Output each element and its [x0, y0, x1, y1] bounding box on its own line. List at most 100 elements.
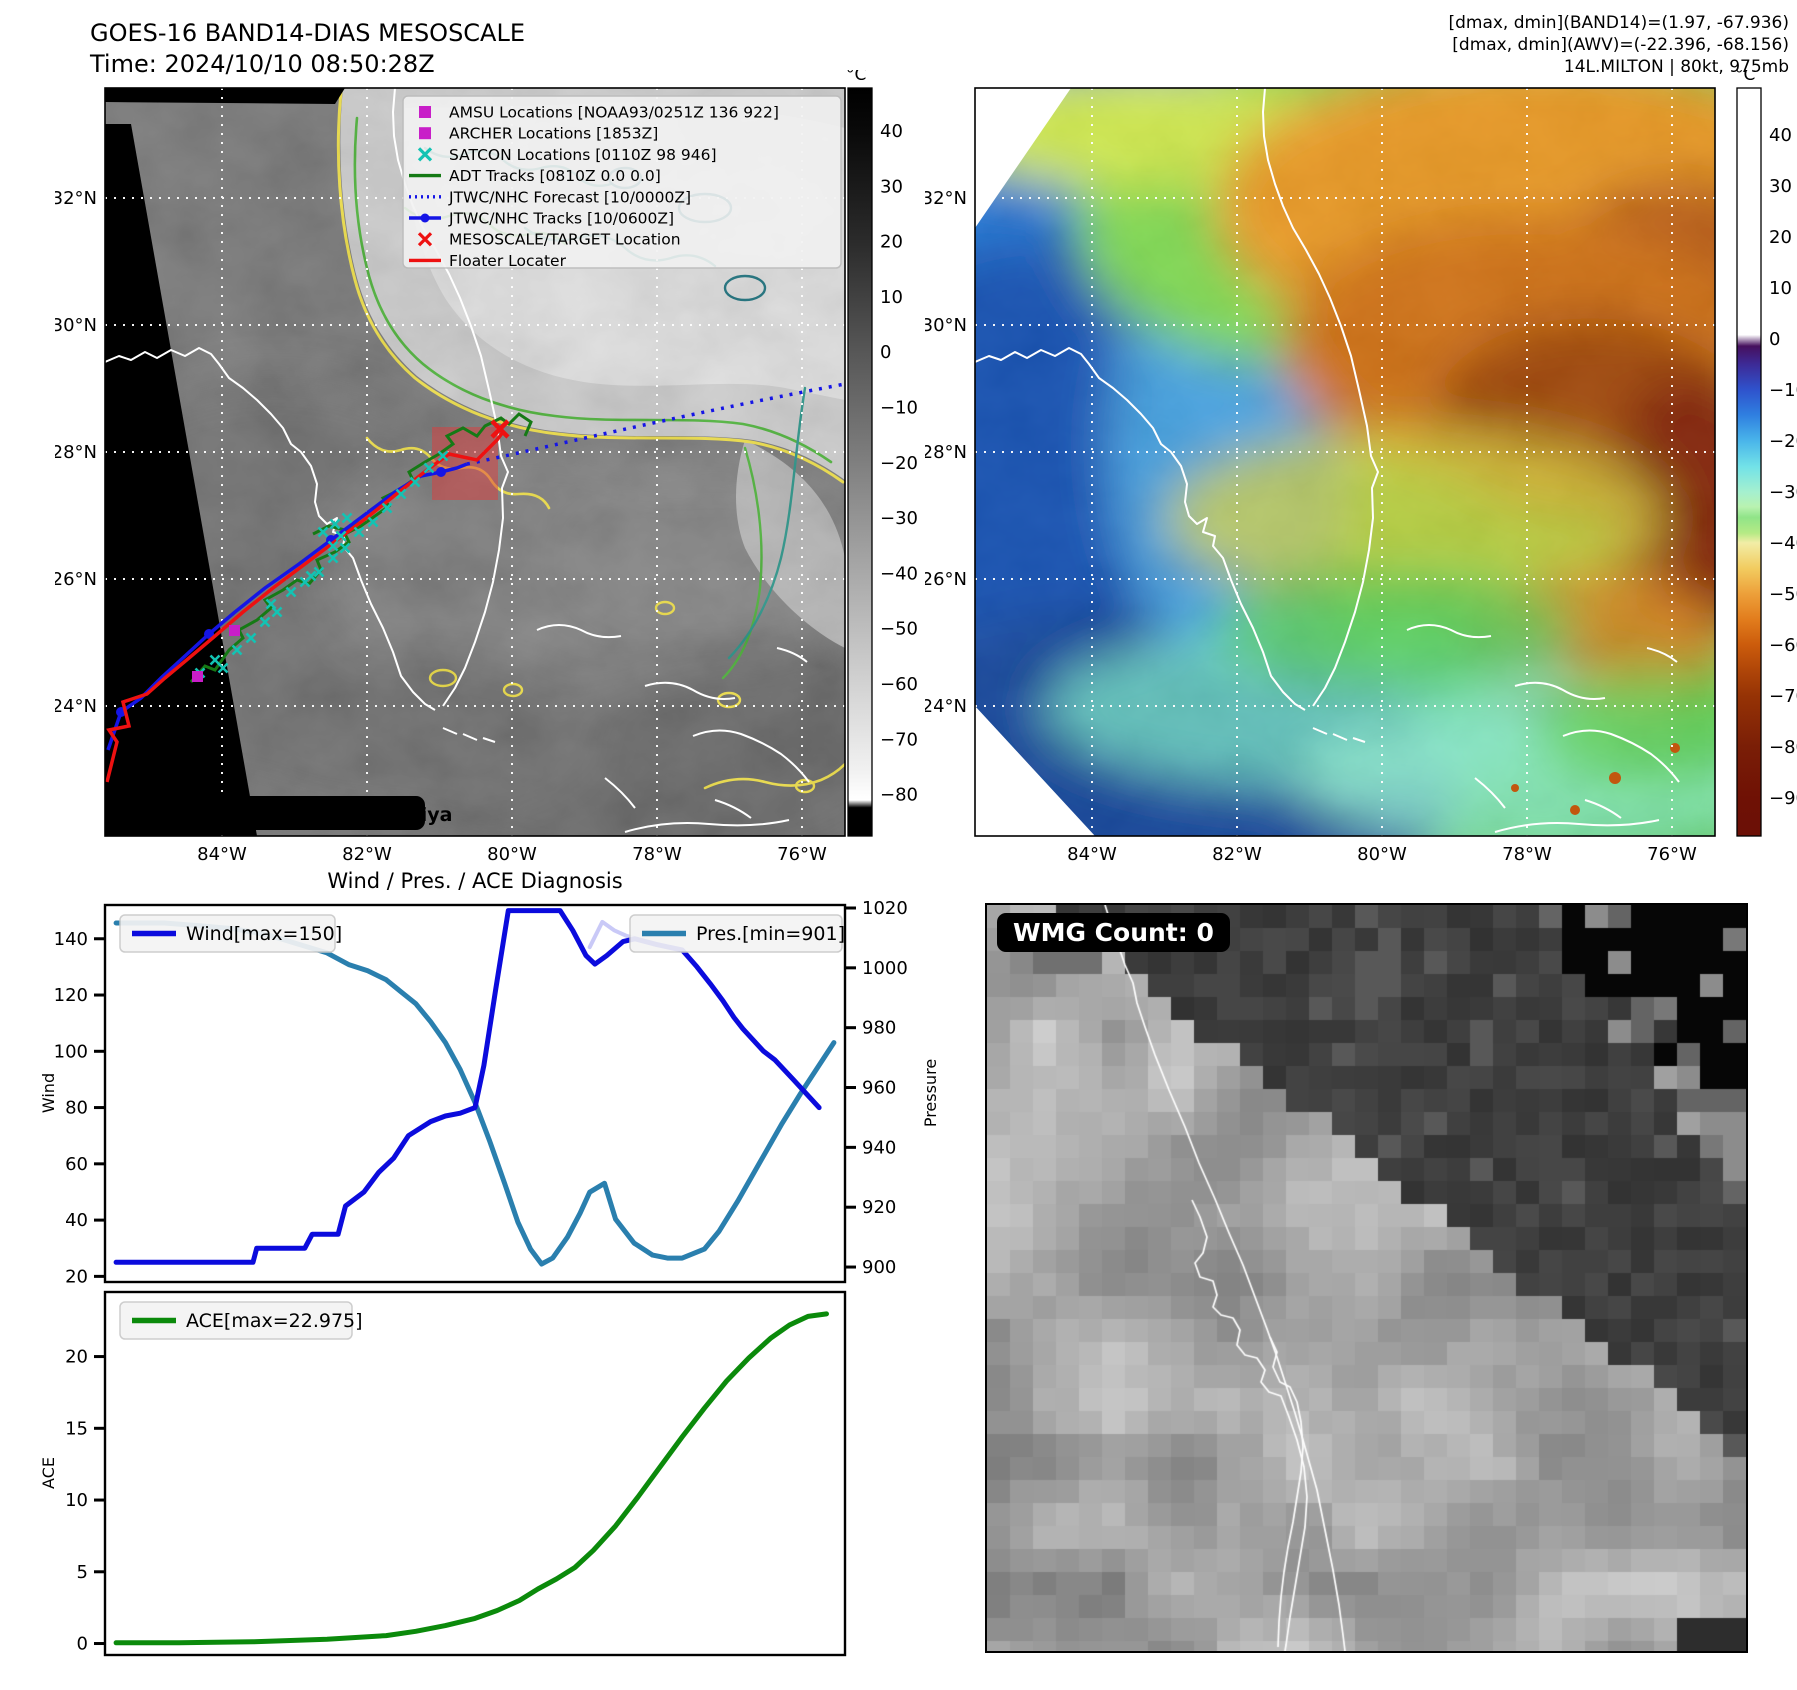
- chart-title: Wind / Pres. / ACE Diagnosis: [327, 869, 622, 893]
- lat-label: 28°N: [925, 442, 967, 463]
- ace-tick: 5: [77, 1562, 88, 1583]
- lon-label: 76°W: [777, 844, 827, 865]
- legend-item-label: SATCON Locations [0110Z 98 946]: [449, 146, 717, 164]
- dmax-dmin-awv: [dmax, dmin](AWV)=(-22.396, -68.156): [1452, 35, 1789, 55]
- lat-label: 26°N: [55, 569, 97, 590]
- wmg-count-badge: WMG Count: 0: [997, 913, 1230, 952]
- band14-title-line1: GOES-16 BAND14-DIAS MESOSCALE: [90, 19, 526, 47]
- ace-tick: 15: [65, 1418, 88, 1439]
- pressure-tick: 980: [862, 1018, 896, 1039]
- chart-legend-label: Pres.[min=901]: [696, 923, 845, 945]
- colorbar-tick: −80: [880, 785, 918, 806]
- colorbar-tick: 10: [1769, 278, 1792, 299]
- lat-label: 32°N: [55, 188, 97, 209]
- amsu-markers: [192, 625, 240, 682]
- chart-legend-label: ACE[max=22.975]: [186, 1310, 363, 1332]
- wind-axis-label: Wind: [39, 1073, 58, 1113]
- band14-map-figure: AMSU Locations [NOAA93/0251Z 136 922] ARC…: [55, 70, 918, 865]
- colorbar-tick: 20: [880, 232, 903, 253]
- speckles: [1511, 743, 1680, 815]
- jtwc-track-dots: [116, 467, 446, 717]
- colorbar-tick: −50: [880, 619, 918, 640]
- colorbar-tick: −60: [1769, 635, 1797, 656]
- lat-label: 28°N: [55, 442, 97, 463]
- legend-item-label: ARCHER Locations [1853Z]: [449, 125, 658, 143]
- lon-label: 84°W: [197, 844, 247, 865]
- colorbar-tick: −30: [1769, 482, 1797, 503]
- wind-tick: 60: [65, 1154, 88, 1175]
- awv-header: [dmax, dmin](BAND14)=(1.97, -67.936) [dm…: [1448, 12, 1789, 78]
- wind-tick: 20: [65, 1266, 88, 1287]
- colorbar-tick: −20: [880, 453, 918, 474]
- wmg-pixel-image: [987, 905, 1746, 1651]
- legend-item-label: JTWC/NHC Tracks [10/0600Z]: [448, 210, 674, 228]
- ace-axis-label: ACE: [39, 1457, 58, 1489]
- lon-label: 80°W: [1357, 844, 1407, 865]
- colorbar-tick: 0: [880, 342, 891, 363]
- awv-map-figure: 32°N 30°N 28°N 26°N 24°N 84°W 82°W 80°W 78°W 76°…: [925, 70, 1797, 865]
- adt-track-line: [189, 412, 533, 683]
- storm-id-intensity: 14L.MILTON | 80kt, 975mb: [1563, 57, 1789, 77]
- awv-colorbar: °C 40 30 20 10 0 −10 −20 −30 −40 −50 −60 −70 −80 −90: [1735, 70, 1797, 837]
- colorbar-tick: −40: [880, 563, 918, 584]
- satcon-markers: [194, 450, 449, 679]
- target-x-icon: [490, 419, 510, 439]
- band14-colorbar: °C 40 30 20 10 0 −10 −20 −30 −40 −50 −60 −70 −80: [846, 70, 918, 837]
- colorbar-tick: −80: [1769, 737, 1797, 758]
- graticule: [975, 88, 1715, 836]
- band14-time-line: Time: 2024/10/10 08:50:28Z: [90, 50, 435, 78]
- colorbar-tick: −20: [1769, 431, 1797, 452]
- lat-label: 32°N: [925, 188, 967, 209]
- colorbar-tick: −90: [1769, 788, 1797, 809]
- pressure-tick: 1020: [862, 898, 908, 919]
- lon-axis-labels: 84°W 82°W 80°W 78°W 76°W: [1067, 844, 1697, 865]
- colorbar-tick: 30: [880, 176, 903, 197]
- lon-label: 82°W: [342, 844, 392, 865]
- band14-satellite-image: AMSU Locations [NOAA93/0251Z 136 922] ARC…: [105, 88, 845, 836]
- dmax-dmin-band14: [dmax, dmin](BAND14)=(1.97, -67.936): [1448, 13, 1789, 33]
- colorbar-tick: −60: [880, 674, 918, 695]
- coastline: [975, 88, 1680, 833]
- colorbar-tick: 40: [880, 121, 903, 142]
- jtwc-track-line: [106, 462, 468, 751]
- lon-label: 78°W: [1502, 844, 1552, 865]
- lat-axis-labels: 32°N 30°N 28°N 26°N 24°N: [55, 188, 97, 717]
- colorbar-tick: −30: [880, 508, 918, 529]
- chart-legends: Wind[max=150] Pres.[min=901] ACE[max=22.97…: [119, 914, 845, 1340]
- pressure-tick: 920: [862, 1197, 896, 1218]
- svg-text:°C: °C: [1735, 70, 1755, 85]
- chart-ticks: 2040608010012014090092094096098010001020…: [54, 898, 908, 1655]
- map-border: [104, 87, 846, 837]
- colorbar-tick: 0: [1769, 329, 1780, 350]
- colorbar-tick: −50: [1769, 584, 1797, 605]
- band14-title: GOES-16 BAND14-DIAS MESOSCALE Time: 2024…: [90, 18, 525, 80]
- ace-axes: [103, 1290, 847, 1657]
- pressure-tick: 940: [862, 1137, 896, 1158]
- wind-tick: 100: [54, 1041, 88, 1062]
- chart-series: [113, 908, 837, 1646]
- lat-label: 24°N: [55, 696, 97, 717]
- colorbar-tick: −70: [1769, 686, 1797, 707]
- colorbar-tick: −10: [880, 398, 918, 419]
- legend-item-label: ADT Tracks [0810Z 0.0 0.0]: [449, 167, 661, 185]
- pressure-axis-label: Pressure: [921, 1059, 940, 1127]
- map-legend: AMSU Locations [NOAA93/0251Z 136 922] ARC…: [402, 95, 842, 270]
- colorbar-tick: −10: [1769, 380, 1797, 401]
- series-Wind[max=150]: [113, 908, 822, 1265]
- svg-text:°C: °C: [846, 70, 866, 85]
- lat-axis-labels: 32°N 30°N 28°N 26°N 24°N: [925, 188, 967, 717]
- legend-item-label: AMSU Locations [NOAA93/0251Z 136 922]: [449, 104, 779, 122]
- lat-label: 26°N: [925, 569, 967, 590]
- map-border: [974, 87, 1716, 837]
- lat-label: 30°N: [925, 315, 967, 336]
- wind-tick: 140: [54, 929, 88, 950]
- svg-text:Copyright © 2020-2024 Dapiya: Copyright © 2020-2024 Dapiya: [121, 804, 452, 826]
- wind-pres-axes: [103, 903, 847, 1284]
- colorbar-tick: −70: [880, 729, 918, 750]
- pressure-tick: 1000: [862, 958, 908, 979]
- colorbar-tick: 30: [1769, 176, 1792, 197]
- lon-axis-labels: 84°W 82°W 80°W 78°W 76°W: [197, 844, 827, 865]
- lat-label: 30°N: [55, 315, 97, 336]
- copyright-badge: Copyright © 2020-2024 Dapiya: [109, 796, 452, 830]
